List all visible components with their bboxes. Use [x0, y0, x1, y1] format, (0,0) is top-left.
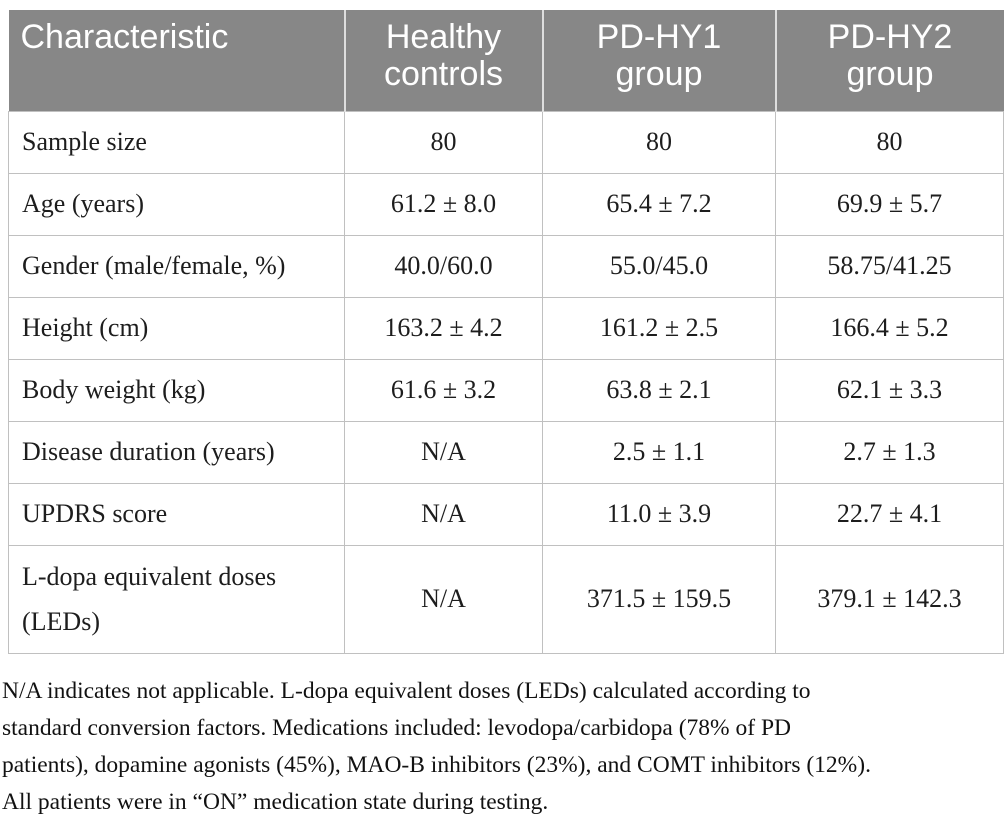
cell-value: 379.1 ± 142.3 [775, 544, 1004, 654]
cell-value: 58.75/41.25 [775, 234, 1004, 298]
cell-value: 62.1 ± 3.3 [775, 358, 1004, 422]
cell-value: N/A [344, 544, 543, 654]
row-label: L-dopa equivalent doses (LEDs) [8, 544, 345, 654]
table-row: UPDRS score N/A 11.0 ± 3.9 22.7 ± 4.1 [8, 482, 1004, 546]
row-label: UPDRS score [8, 482, 345, 546]
row-label: Disease duration (years) [8, 420, 345, 484]
cell-value: 55.0/45.0 [542, 234, 776, 298]
cell-value: 2.7 ± 1.3 [775, 420, 1004, 484]
table-row: Gender (male/female, %) 40.0/60.0 55.0/45.… [8, 234, 1004, 298]
table-row: L-dopa equivalent doses (LEDs) N/A 371.5 ±… [8, 544, 1004, 654]
row-label: Sample size [8, 110, 345, 174]
cell-value: 65.4 ± 7.2 [542, 172, 776, 236]
cell-value: 2.5 ± 1.1 [542, 420, 776, 484]
cell-value: 22.7 ± 4.1 [775, 482, 1004, 546]
table-row: Height (cm) 163.2 ± 4.2 161.2 ± 2.5 166.4 ±… [8, 296, 1004, 360]
column-header-3: PD-HY2 group [774, 10, 1004, 111]
table-row: Body weight (kg) 61.6 ± 3.2 63.8 ± 2.1 62.1… [8, 358, 1004, 422]
table-footnote: N/A indicates not applicable. L-dopa equ… [2, 677, 871, 815]
column-header-0: Characteristic [8, 10, 345, 111]
cell-value: 163.2 ± 4.2 [344, 296, 543, 360]
table-row: Age (years) 61.2 ± 8.0 65.4 ± 7.2 69.9 ± 5.… [8, 172, 1004, 236]
cell-value: N/A [344, 420, 543, 484]
cell-value: 161.2 ± 2.5 [542, 296, 776, 360]
cell-value: 80 [542, 110, 776, 174]
cell-value: 63.8 ± 2.1 [542, 358, 776, 422]
column-header-2: PD-HY1 group [541, 10, 776, 111]
table-row: Sample size 80 80 80 [8, 110, 1004, 174]
cell-value: 166.4 ± 5.2 [775, 296, 1004, 360]
row-label: Gender (male/female, %) [8, 234, 345, 298]
cell-value: 371.5 ± 159.5 [542, 544, 776, 654]
cell-value: 40.0/60.0 [344, 234, 543, 298]
cell-value: 80 [775, 110, 1004, 174]
cell-value: 61.6 ± 3.2 [344, 358, 543, 422]
cell-value: N/A [344, 482, 543, 546]
table-header-row: Characteristic Healthy controls PD-HY1 gro… [8, 10, 1004, 111]
row-label: Height (cm) [8, 296, 345, 360]
cell-value: 69.9 ± 5.7 [775, 172, 1004, 236]
cell-value: 11.0 ± 3.9 [542, 482, 776, 546]
row-label: Body weight (kg) [8, 358, 345, 422]
page: Characteristic Healthy controls PD-HY1 gro… [0, 10, 1005, 830]
cell-value: 80 [344, 110, 543, 174]
cell-value: 61.2 ± 8.0 [344, 172, 543, 236]
participant-characteristics-table: Characteristic Healthy controls PD-HY1 gro… [8, 10, 1004, 654]
table-row: Disease duration (years) N/A 2.5 ± 1.1 2.7 … [8, 420, 1004, 484]
row-label: Age (years) [8, 172, 345, 236]
column-header-1: Healthy controls [343, 10, 543, 111]
